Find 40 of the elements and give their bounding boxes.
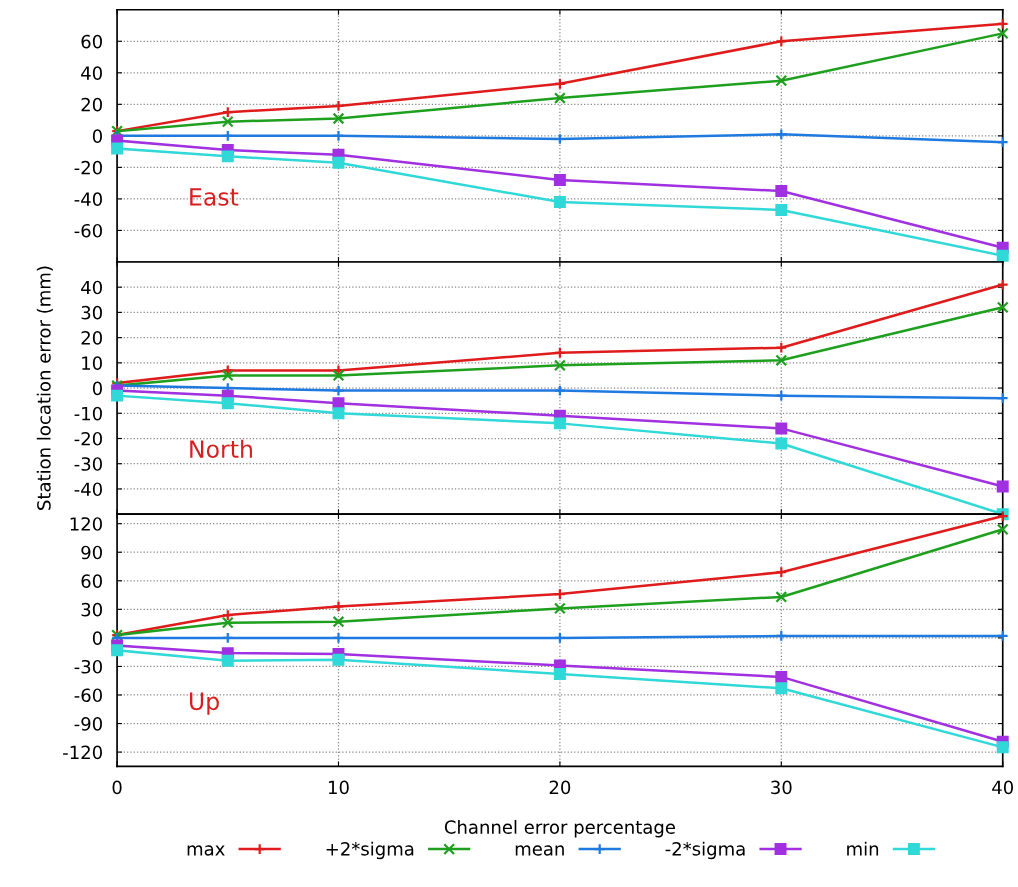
y-tick-label: -20 <box>74 431 102 446</box>
y-tick-label: -20 <box>74 160 102 175</box>
y-tick-label: 60 <box>81 574 102 588</box>
y-tick-label: -30 <box>74 457 102 471</box>
legend-label: -2*sigma <box>665 841 745 860</box>
y-tick-label: 20 <box>81 97 102 112</box>
y-tick-label: -60 <box>74 223 102 238</box>
y-tick-label: 30 <box>81 602 102 617</box>
y-tick-label: 60 <box>81 34 102 49</box>
y-tick-label: -30 <box>74 659 102 674</box>
x-tick-label: 0 <box>112 780 122 795</box>
x-tick-label: 40 <box>992 780 1014 795</box>
y-tick-label: -40 <box>74 482 102 497</box>
legend-label: min <box>847 841 879 856</box>
x-tick-label: 10 <box>328 780 349 795</box>
x-axis-title: Channel error percentage <box>444 819 675 838</box>
y-tick-label: 90 <box>81 545 102 560</box>
y-axis-title: Station location error (mm) <box>36 266 53 510</box>
y-tick-label: -90 <box>74 717 102 731</box>
annotation: East <box>190 188 239 206</box>
x-tick-label: 30 <box>771 780 792 795</box>
y-tick-label: 40 <box>81 280 102 295</box>
y-tick-label: 20 <box>81 331 102 345</box>
y-tick-label: 0 <box>92 631 102 645</box>
y-tick-label: 40 <box>81 66 102 80</box>
y-tick-label: 30 <box>81 305 102 320</box>
y-tick-label: -40 <box>74 192 102 207</box>
legend-label: mean <box>515 845 564 856</box>
annotation: Up <box>189 692 219 715</box>
y-tick-label: 120 <box>70 517 102 531</box>
y-tick-label: 0 <box>92 381 102 396</box>
x-tick-label: 20 <box>549 780 571 795</box>
y-tick-label: 10 <box>82 356 102 370</box>
legend-label: +2*sigma <box>326 841 414 860</box>
y-tick-label: -120 <box>63 745 102 760</box>
y-tick-label: 0 <box>92 129 102 143</box>
legend-label: max <box>187 845 225 856</box>
y-tick-label: -10 <box>74 406 102 421</box>
annotation: North <box>190 439 252 458</box>
y-tick-label: -60 <box>74 688 102 703</box>
